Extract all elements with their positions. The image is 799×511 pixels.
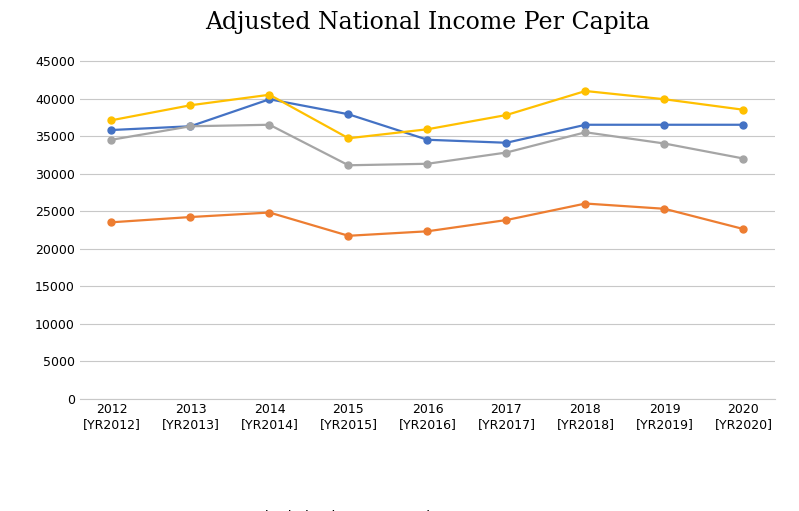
- United Kingdom: [660, 122, 670, 128]
- Germany: [344, 135, 353, 142]
- Line: United Kingdom: United Kingdom: [108, 96, 747, 146]
- Germany: [502, 112, 511, 118]
- United Kingdom: [738, 122, 748, 128]
- Germany: [581, 88, 590, 94]
- France: [738, 155, 748, 161]
- Spain: [660, 206, 670, 212]
- France: [185, 123, 195, 129]
- United Kingdom: [502, 140, 511, 146]
- France: [660, 141, 670, 147]
- United Kingdom: [107, 127, 117, 133]
- United Kingdom: [423, 137, 432, 143]
- France: [264, 122, 274, 128]
- France: [107, 137, 117, 143]
- Legend: United Kingdom, Spain, France, Germany: United Kingdom, Spain, France, Germany: [214, 504, 641, 511]
- Line: France: France: [108, 121, 747, 169]
- Spain: [264, 210, 274, 216]
- Line: Germany: Germany: [108, 87, 747, 142]
- France: [581, 129, 590, 135]
- Spain: [107, 219, 117, 225]
- Germany: [185, 102, 195, 108]
- United Kingdom: [264, 96, 274, 102]
- France: [502, 149, 511, 155]
- Germany: [423, 126, 432, 132]
- Germany: [738, 107, 748, 113]
- Germany: [107, 117, 117, 123]
- Line: Spain: Spain: [108, 200, 747, 239]
- Spain: [344, 233, 353, 239]
- France: [423, 160, 432, 167]
- United Kingdom: [344, 111, 353, 118]
- United Kingdom: [581, 122, 590, 128]
- Title: Adjusted National Income Per Capita: Adjusted National Income Per Capita: [205, 11, 650, 34]
- United Kingdom: [185, 123, 195, 129]
- Germany: [264, 91, 274, 98]
- Spain: [581, 200, 590, 206]
- Spain: [185, 214, 195, 220]
- Spain: [738, 226, 748, 232]
- France: [344, 162, 353, 168]
- Spain: [502, 217, 511, 223]
- Germany: [660, 96, 670, 102]
- Spain: [423, 228, 432, 235]
